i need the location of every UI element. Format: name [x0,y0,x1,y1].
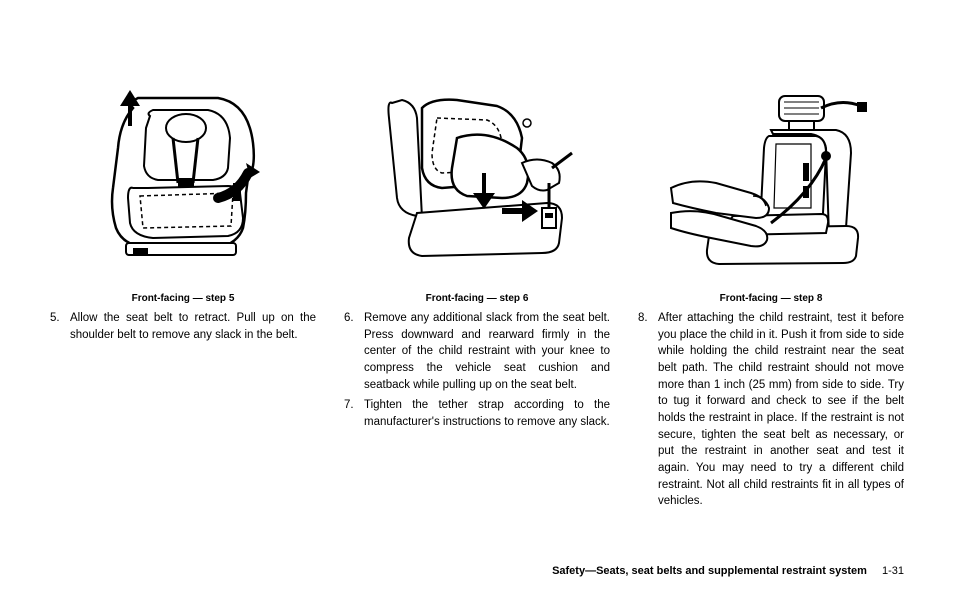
list-item: 5. Allow the seat belt to retract. Pull … [50,310,316,343]
footer-section: Safety—Seats, seat belts and supplementa… [552,565,867,577]
illustration-step8 [638,70,904,285]
caption-step5: Front-facing — step 5 [50,293,316,304]
item-number: 6. [344,310,364,393]
footer-page: 1-31 [882,565,904,577]
list-col1: 5. Allow the seat belt to retract. Pull … [50,310,316,343]
list-item: 6. Remove any additional slack from the … [344,310,610,393]
list-item: 8. After attaching the child restraint, … [638,310,904,510]
list-col3: 8. After attaching the child restraint, … [638,310,904,510]
illustration-step6 [344,70,610,285]
caption-step6: Front-facing — step 6 [344,293,610,304]
page-columns: Front-facing — step 5 5. Allow the seat … [50,70,904,514]
caption-step8: Front-facing — step 8 [638,293,904,304]
item-number: 7. [344,397,364,430]
item-number: 5. [50,310,70,343]
item-text: Tighten the tether strap according to th… [364,397,610,430]
list-col2: 6. Remove any additional slack from the … [344,310,610,431]
list-item: 7. Tighten the tether strap according to… [344,397,610,430]
item-text: After attaching the child restraint, tes… [658,310,904,510]
page-footer: Safety—Seats, seat belts and supplementa… [552,565,904,577]
item-text: Allow the seat belt to retract. Pull up … [70,310,316,343]
column-3: Front-facing — step 8 8. After attaching… [638,70,904,514]
column-2: Front-facing — step 6 6. Remove any addi… [344,70,610,514]
illustration-step5 [50,70,316,285]
column-1: Front-facing — step 5 5. Allow the seat … [50,70,316,514]
item-text: Remove any additional slack from the sea… [364,310,610,393]
item-number: 8. [638,310,658,510]
